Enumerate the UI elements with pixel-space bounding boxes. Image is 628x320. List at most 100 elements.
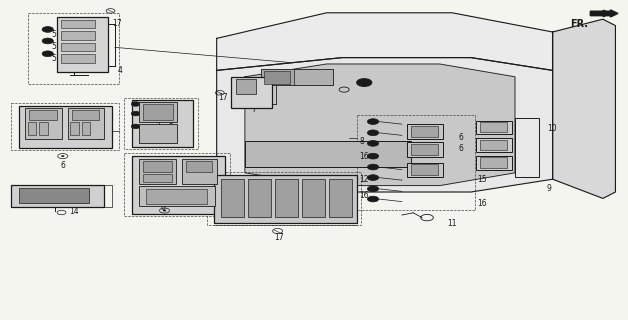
- Bar: [11, 103, 119, 150]
- Circle shape: [62, 156, 64, 157]
- Text: 14: 14: [69, 207, 78, 216]
- Text: 1: 1: [97, 133, 102, 142]
- Bar: [231, 77, 272, 108]
- Circle shape: [131, 111, 140, 116]
- Bar: [11, 185, 104, 207]
- Bar: [357, 115, 475, 210]
- Circle shape: [131, 102, 140, 106]
- Bar: [61, 43, 95, 51]
- Text: 10: 10: [548, 124, 557, 133]
- FancyArrow shape: [590, 10, 618, 17]
- Text: 16: 16: [359, 191, 369, 200]
- Bar: [124, 98, 198, 149]
- Circle shape: [134, 113, 137, 114]
- Text: 6: 6: [161, 203, 166, 212]
- Bar: [411, 144, 438, 155]
- Polygon shape: [217, 13, 553, 70]
- Bar: [476, 138, 512, 152]
- Bar: [28, 13, 119, 84]
- Circle shape: [371, 121, 375, 123]
- Bar: [214, 175, 357, 223]
- Bar: [39, 122, 48, 135]
- Circle shape: [367, 130, 379, 136]
- Bar: [72, 110, 99, 120]
- Circle shape: [367, 164, 379, 170]
- Bar: [407, 142, 443, 157]
- Circle shape: [367, 175, 379, 180]
- Bar: [207, 172, 361, 225]
- Text: 3: 3: [156, 174, 161, 183]
- Bar: [245, 141, 411, 167]
- Bar: [186, 161, 212, 172]
- Text: 15: 15: [422, 163, 431, 172]
- Polygon shape: [245, 64, 515, 186]
- Bar: [261, 69, 294, 85]
- Polygon shape: [553, 19, 615, 198]
- Bar: [407, 163, 443, 177]
- Bar: [182, 159, 217, 184]
- Text: 6: 6: [458, 133, 463, 142]
- Bar: [146, 189, 207, 204]
- Text: 12: 12: [359, 175, 369, 184]
- Bar: [407, 124, 443, 139]
- Bar: [275, 179, 298, 217]
- Text: 6: 6: [60, 161, 65, 170]
- Circle shape: [46, 29, 49, 30]
- Text: 7: 7: [251, 105, 256, 114]
- Bar: [139, 102, 177, 122]
- Circle shape: [131, 124, 140, 129]
- Bar: [329, 179, 352, 217]
- Circle shape: [371, 198, 375, 200]
- Circle shape: [367, 153, 379, 159]
- Bar: [57, 17, 108, 72]
- Text: 8: 8: [359, 137, 364, 146]
- Bar: [82, 122, 90, 135]
- Circle shape: [46, 40, 49, 42]
- Text: 5: 5: [51, 54, 57, 63]
- Bar: [515, 118, 539, 177]
- Bar: [143, 104, 173, 120]
- Bar: [143, 161, 172, 172]
- Bar: [476, 121, 512, 134]
- Bar: [104, 185, 112, 207]
- Text: 16: 16: [359, 152, 369, 161]
- Bar: [236, 79, 256, 94]
- Bar: [68, 108, 104, 139]
- Bar: [261, 69, 333, 85]
- Text: 16: 16: [477, 199, 487, 208]
- Text: 11: 11: [447, 219, 457, 228]
- Bar: [139, 124, 177, 143]
- Circle shape: [371, 177, 375, 179]
- Bar: [19, 188, 89, 203]
- Bar: [480, 122, 507, 132]
- Bar: [411, 164, 438, 175]
- Text: 17: 17: [274, 233, 283, 242]
- Bar: [139, 159, 176, 184]
- Text: 4: 4: [118, 66, 123, 75]
- Text: 9: 9: [546, 184, 551, 193]
- Text: 5: 5: [51, 42, 57, 51]
- Bar: [264, 71, 290, 84]
- Bar: [61, 31, 95, 40]
- Bar: [29, 110, 57, 120]
- Bar: [28, 122, 36, 135]
- Bar: [61, 54, 95, 63]
- Circle shape: [371, 142, 375, 144]
- Circle shape: [367, 119, 379, 124]
- Circle shape: [42, 27, 53, 32]
- Bar: [25, 108, 62, 139]
- Text: 17: 17: [112, 19, 121, 28]
- Text: 2: 2: [156, 122, 161, 131]
- Circle shape: [371, 132, 375, 134]
- Bar: [302, 179, 325, 217]
- Bar: [132, 156, 225, 214]
- Circle shape: [134, 126, 137, 127]
- Circle shape: [367, 196, 379, 202]
- Text: 6: 6: [458, 144, 463, 153]
- Circle shape: [371, 166, 375, 168]
- Text: FR.: FR.: [570, 19, 588, 28]
- Bar: [221, 179, 244, 217]
- Circle shape: [42, 38, 53, 44]
- Text: 5: 5: [168, 109, 173, 118]
- Bar: [480, 157, 507, 168]
